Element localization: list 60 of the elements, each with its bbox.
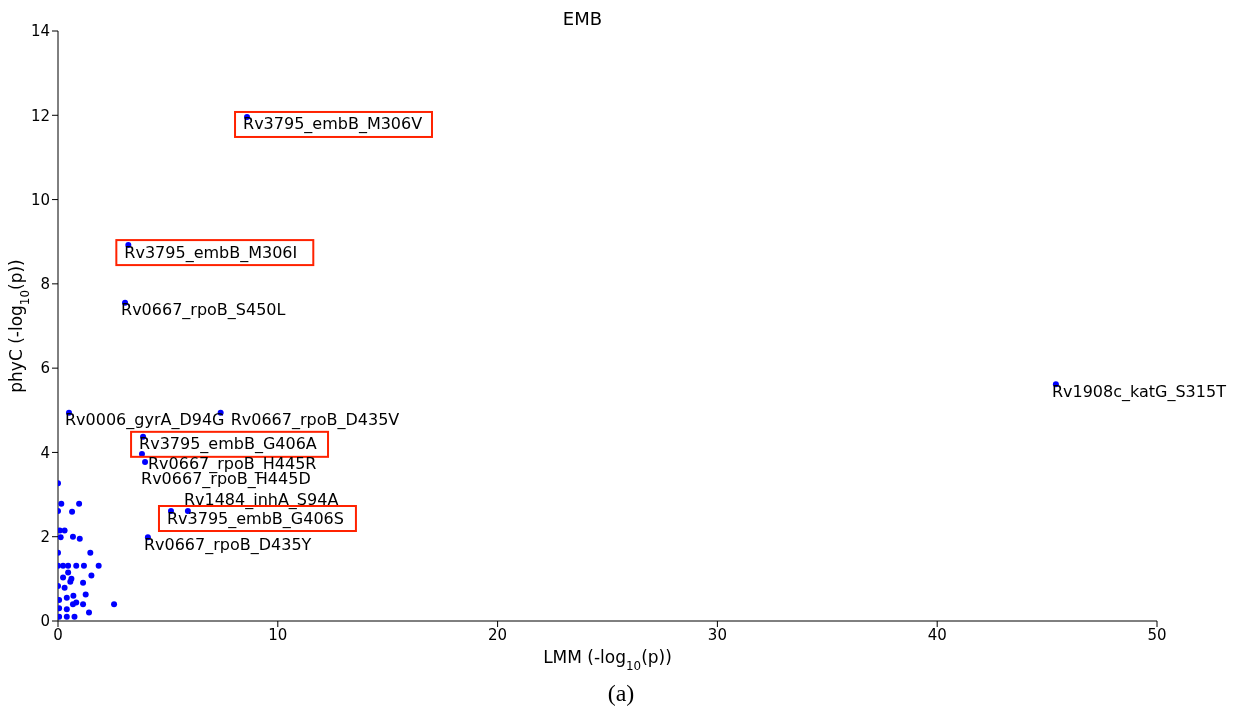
- y-tick-label: 12: [30, 106, 50, 125]
- point: [87, 549, 94, 556]
- y-tick-label: 4: [40, 443, 50, 462]
- x-tick-label: 30: [707, 625, 727, 644]
- y-tick-label: 10: [30, 190, 50, 209]
- point: [58, 596, 63, 603]
- point: [76, 500, 83, 507]
- point: [80, 562, 87, 569]
- x-tick-label: 10: [268, 625, 288, 644]
- point: [73, 562, 80, 569]
- point: [88, 572, 95, 579]
- annotation: Rv3795_embB_M306V: [243, 114, 423, 135]
- annotation: Rv3795_embB_M306I: [124, 242, 298, 263]
- point: [63, 613, 70, 620]
- point: [76, 535, 83, 542]
- point: [69, 533, 76, 540]
- point: [95, 562, 102, 569]
- x-tick-label: 0: [53, 625, 63, 644]
- y-tick-label: 6: [40, 359, 50, 378]
- point: [58, 527, 63, 534]
- point: [61, 584, 68, 591]
- point: [58, 500, 65, 507]
- annotation: Rv0667_rpoB_D435Y: [143, 534, 312, 555]
- point: [65, 562, 72, 569]
- point: [71, 613, 78, 620]
- point: [69, 508, 76, 515]
- y-tick-label: 8: [40, 275, 50, 294]
- point: [58, 534, 64, 541]
- annotation: Rv3795_embB_G406S: [166, 508, 344, 529]
- chart-title: EMB: [562, 8, 603, 29]
- point: [61, 527, 68, 534]
- point: [65, 569, 72, 576]
- point: [60, 562, 67, 569]
- x-tick-label: 40: [927, 625, 947, 644]
- point: [60, 574, 67, 581]
- x-axis-title: LMM (-log$_{10}$(p)): [543, 647, 672, 673]
- annotation: Rv0667_rpoB_S450L: [121, 300, 286, 321]
- point: [80, 601, 87, 608]
- y-tick-label: 14: [30, 22, 50, 41]
- point: [70, 592, 77, 599]
- x-tick-label: 20: [488, 625, 508, 644]
- y-tick-label: 2: [40, 528, 50, 547]
- point: [142, 459, 149, 466]
- text: (a): [606, 680, 636, 707]
- annotation: Rv0006_gyrA_D94G: [64, 410, 225, 431]
- point: [63, 594, 70, 601]
- point: [58, 605, 63, 612]
- point: [85, 609, 92, 616]
- point: [58, 613, 63, 620]
- x-tick-label: 50: [1147, 625, 1167, 644]
- point: [63, 606, 70, 613]
- annotation: Rv0667_rpoB_D435V: [230, 410, 400, 431]
- point: [111, 601, 118, 608]
- point: [80, 579, 87, 586]
- point: [82, 591, 89, 598]
- annotation: Rv1908c_katG_S315T: [1051, 381, 1227, 402]
- point: [73, 599, 80, 606]
- annotation: Rv3795_embB_G406A: [139, 434, 317, 455]
- y-tick-label: 0: [40, 612, 50, 631]
- annotation: Rv1484_inhA_S94A: [183, 489, 339, 510]
